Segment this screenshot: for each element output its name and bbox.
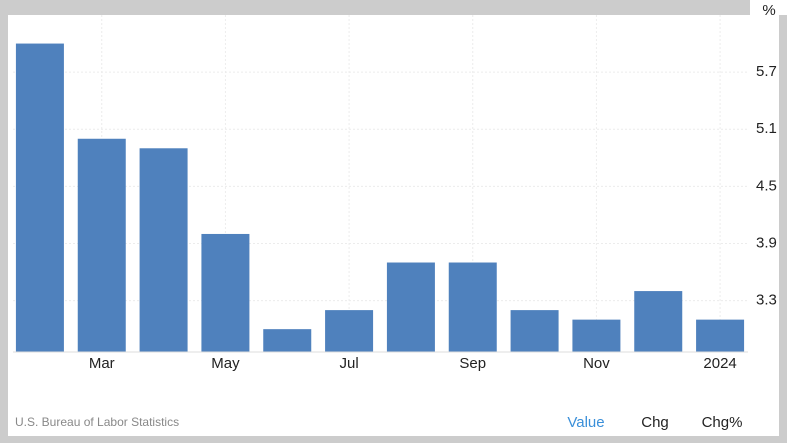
- y-tick-label: 5.7: [756, 63, 777, 80]
- bar: [263, 329, 312, 352]
- bar: [696, 319, 745, 352]
- bar: [386, 262, 435, 352]
- bar: [201, 233, 250, 352]
- bar: [15, 43, 64, 352]
- y-unit: %: [762, 2, 775, 19]
- x-tick-label: May: [211, 355, 240, 372]
- panel: [8, 15, 779, 436]
- x-tick-label: 2024: [703, 355, 736, 372]
- bar: [325, 310, 374, 352]
- y-tick-label: 5.1: [756, 120, 777, 137]
- tab[interactable]: Chg: [641, 414, 669, 431]
- bar: [572, 319, 621, 352]
- bar: [634, 291, 683, 352]
- x-tick-label: Mar: [89, 355, 115, 372]
- source: U.S. Bureau of Labor Statistics: [15, 415, 179, 429]
- x-tick-label: Sep: [459, 355, 486, 372]
- tab[interactable]: Value: [567, 414, 604, 431]
- bar: [77, 138, 126, 352]
- x-tick-label: Jul: [339, 355, 358, 372]
- y-tick-label: 3.9: [756, 234, 777, 251]
- bar: [510, 310, 559, 352]
- bar: [139, 148, 188, 352]
- bar: [448, 262, 497, 352]
- tab[interactable]: Chg%: [702, 414, 743, 431]
- y-tick-label: 3.3: [756, 292, 777, 309]
- x-tick-label: Nov: [583, 355, 610, 372]
- unit-bg: [750, 0, 787, 15]
- y-tick-label: 4.5: [756, 177, 777, 194]
